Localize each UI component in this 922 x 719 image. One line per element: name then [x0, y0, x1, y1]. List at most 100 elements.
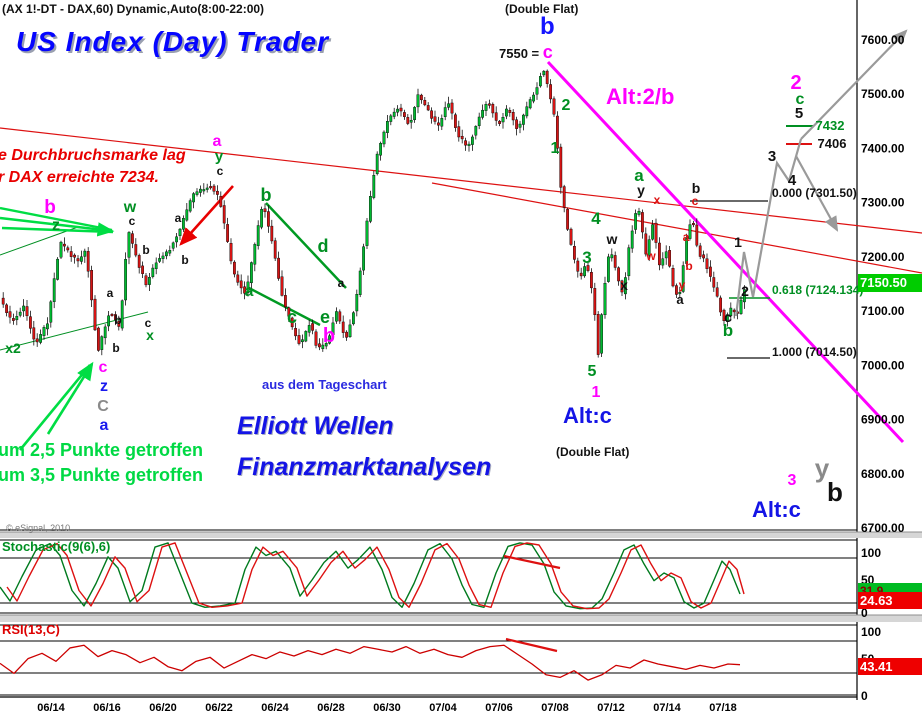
- candle-body: [15, 316, 19, 321]
- indicator-scale-label: 100: [861, 625, 881, 639]
- wave-label: c: [796, 91, 805, 108]
- candle-body: [154, 262, 158, 269]
- wave-label: c: [692, 194, 699, 208]
- candle-body: [215, 190, 219, 195]
- candle-body: [454, 114, 457, 128]
- green-arrow: [1, 226, 114, 234]
- candle-body: [698, 245, 702, 257]
- peak-price-eq: 7550 =: [499, 46, 543, 61]
- candle-body: [277, 257, 280, 279]
- double-flat-mid-label: (Double Flat): [556, 445, 630, 459]
- wave-label: b: [181, 253, 188, 267]
- wave-label: z: [100, 378, 108, 395]
- forecast-zigzag: [734, 138, 803, 317]
- red-note-line2: r DAX erreichte 7234.: [0, 169, 159, 186]
- wave-label: 7432: [816, 118, 845, 133]
- wave-label: w: [123, 199, 137, 216]
- candle-body: [348, 324, 352, 338]
- candle-body: [301, 339, 304, 343]
- candle-body: [56, 258, 60, 280]
- candle-body: [226, 224, 229, 242]
- candle-body: [583, 266, 587, 277]
- candle-body: [192, 193, 195, 203]
- candle-body: [484, 104, 488, 111]
- wave-label: w: [645, 249, 656, 263]
- alt-c-bottom-label: Alt:c: [752, 497, 801, 522]
- candle-body: [726, 314, 729, 322]
- fib-level-label: 0.000 (7301.50): [772, 186, 857, 200]
- candle-body: [331, 322, 335, 336]
- candle-body: [29, 316, 32, 329]
- candle-body: [219, 196, 223, 207]
- candle-body: [229, 243, 233, 262]
- candle-body: [593, 288, 597, 315]
- candle-body: [304, 331, 308, 342]
- wave-label: 4: [788, 172, 797, 189]
- candle-body: [341, 321, 345, 333]
- wave-label: b: [142, 243, 149, 257]
- candle-body: [488, 103, 491, 106]
- candle-body: [420, 94, 423, 101]
- candle-body: [35, 338, 39, 343]
- candle-body: [712, 277, 716, 288]
- candle-body: [647, 239, 651, 256]
- candle-body: [76, 258, 80, 262]
- candle-body: [83, 250, 87, 257]
- note-tageschart: aus dem Tageschart: [262, 377, 387, 392]
- axes-labels-group[interactable]: 7600.00 7500.00 7400.00 7300.00 7200.00 7100.…: [37, 33, 904, 714]
- price-tick-label: 7000.00: [861, 358, 905, 372]
- peak-wave-c: c: [542, 42, 553, 62]
- candle-body: [209, 186, 212, 189]
- candle-body: [236, 274, 240, 283]
- wave-label: x: [146, 327, 154, 343]
- stoch-value-badge: 24.63: [858, 592, 922, 609]
- wave-label: x2: [5, 340, 21, 356]
- candle-body: [130, 233, 134, 244]
- green-up-arrow: [46, 361, 94, 435]
- date-tick-label: 06/30: [373, 702, 401, 714]
- candle-body: [63, 243, 66, 247]
- price-tick-label: 6900.00: [861, 413, 905, 427]
- candle-body: [243, 286, 246, 294]
- candle-body: [433, 116, 437, 122]
- candle-body: [137, 255, 141, 268]
- wave-label: e: [320, 307, 330, 327]
- date-tick-label: 07/04: [429, 702, 457, 714]
- candle-body: [297, 335, 301, 344]
- candle-body: [627, 247, 631, 277]
- date-tick-label: 06/24: [261, 702, 289, 714]
- candle-body: [630, 230, 634, 249]
- candle-body: [692, 223, 695, 226]
- candle-body: [590, 271, 593, 289]
- green-up-arrow: [18, 364, 92, 451]
- candle-body: [273, 240, 277, 259]
- candle-body: [66, 247, 70, 251]
- wave-label: d: [318, 236, 329, 256]
- candle-body: [113, 314, 117, 320]
- candle-body: [528, 99, 532, 109]
- candle-body: [110, 313, 114, 316]
- candle-body: [379, 142, 382, 156]
- candle-body: [117, 321, 121, 327]
- candle-body: [18, 311, 22, 316]
- symbol-title: (AX 1!-DT - DAX,60) Dynamic,Auto(8:00-22…: [2, 2, 265, 16]
- candle-body: [644, 233, 648, 255]
- candle-body: [430, 110, 433, 119]
- candle-body: [518, 123, 522, 128]
- candle-body: [732, 309, 736, 313]
- wave-label: w: [606, 231, 618, 247]
- candle-body: [22, 305, 25, 312]
- forecast-projection-group: [734, 29, 908, 317]
- price-tick-label: 7300.00: [861, 196, 905, 210]
- candle-body: [25, 306, 29, 317]
- candles-group[interactable]: [1, 69, 746, 358]
- wave-label: b: [114, 313, 121, 327]
- candle-body: [613, 255, 617, 268]
- wave-label: b: [112, 341, 119, 355]
- indicator-scale-label: 0: [861, 606, 868, 620]
- candle-body: [141, 265, 144, 274]
- watermark-title: US Index (Day) Trader: [16, 26, 330, 57]
- candle-body: [355, 294, 359, 312]
- candle-body: [719, 297, 723, 313]
